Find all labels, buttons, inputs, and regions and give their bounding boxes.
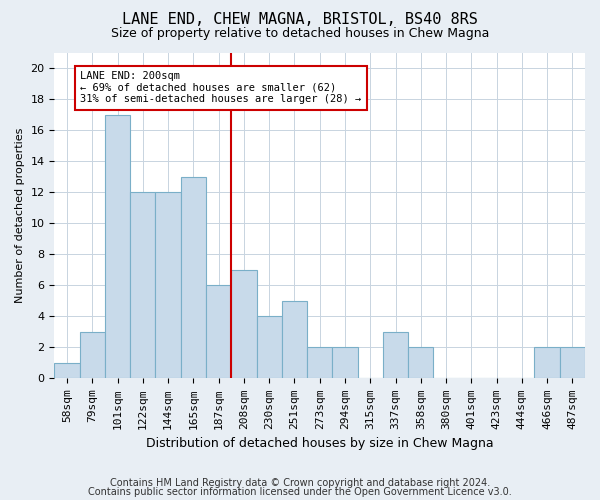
X-axis label: Distribution of detached houses by size in Chew Magna: Distribution of detached houses by size … — [146, 437, 494, 450]
Text: Contains HM Land Registry data © Crown copyright and database right 2024.: Contains HM Land Registry data © Crown c… — [110, 478, 490, 488]
Bar — [332, 348, 358, 378]
Text: LANE END, CHEW MAGNA, BRISTOL, BS40 8RS: LANE END, CHEW MAGNA, BRISTOL, BS40 8RS — [122, 12, 478, 28]
Bar — [231, 270, 257, 378]
Bar — [155, 192, 181, 378]
Y-axis label: Number of detached properties: Number of detached properties — [15, 128, 25, 303]
Bar — [383, 332, 408, 378]
Bar — [535, 348, 560, 378]
Bar — [282, 301, 307, 378]
Bar — [181, 176, 206, 378]
Bar — [307, 348, 332, 378]
Bar — [560, 348, 585, 378]
Text: Size of property relative to detached houses in Chew Magna: Size of property relative to detached ho… — [111, 28, 489, 40]
Bar — [130, 192, 155, 378]
Bar — [257, 316, 282, 378]
Bar — [206, 286, 231, 378]
Bar — [80, 332, 105, 378]
Bar — [55, 363, 80, 378]
Text: LANE END: 200sqm
← 69% of detached houses are smaller (62)
31% of semi-detached : LANE END: 200sqm ← 69% of detached house… — [80, 71, 361, 104]
Bar — [408, 348, 433, 378]
Text: Contains public sector information licensed under the Open Government Licence v3: Contains public sector information licen… — [88, 487, 512, 497]
Bar — [105, 114, 130, 378]
